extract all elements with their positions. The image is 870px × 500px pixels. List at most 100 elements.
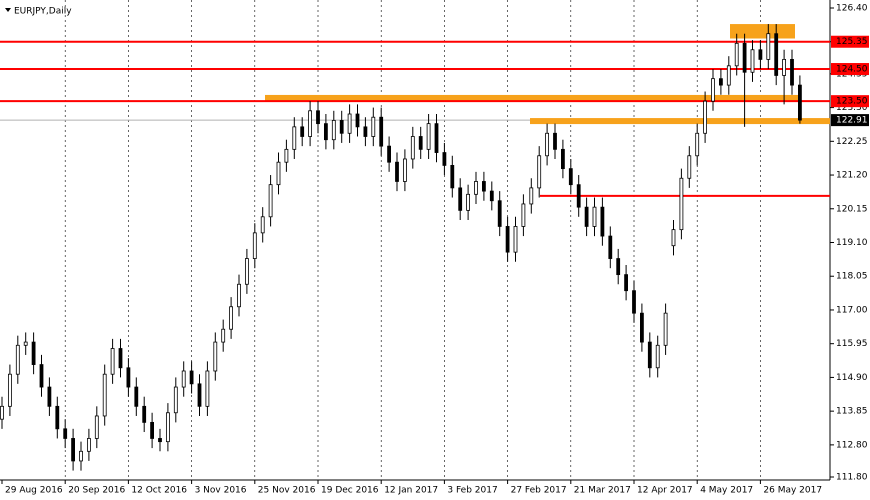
candle-body <box>798 84 802 121</box>
y-tick-label: 113.85 <box>836 407 868 417</box>
candle-body <box>221 328 226 343</box>
candle-body <box>126 367 131 388</box>
level-label: 123.50 <box>836 97 868 107</box>
candle-body <box>395 161 399 182</box>
candle-body <box>647 341 652 369</box>
candle-body <box>640 312 644 343</box>
x-tick-label: 3 Nov 2016 <box>195 486 247 496</box>
candle-body <box>39 364 44 388</box>
x-tick-label: 12 Jan 2017 <box>384 486 438 496</box>
candle-body <box>181 370 186 388</box>
candle-body <box>63 428 68 439</box>
candle-body <box>719 78 723 86</box>
candle-body <box>31 341 36 365</box>
candle-body <box>15 344 20 375</box>
y-tick-label: 122.25 <box>836 137 868 147</box>
candle-body <box>363 126 368 137</box>
candle-body <box>790 58 794 86</box>
candle-body <box>742 42 747 73</box>
candle-body <box>497 200 502 227</box>
candle-body <box>87 438 91 452</box>
candle-body <box>355 113 360 128</box>
candle-body <box>197 383 202 407</box>
candle-body <box>679 177 684 231</box>
candle-body <box>292 126 297 150</box>
candle-body <box>608 235 613 259</box>
candle-body <box>158 438 162 443</box>
level-label: 125.35 <box>836 37 868 47</box>
x-tick-label: 21 Mar 2017 <box>574 486 631 496</box>
candle-body <box>466 193 471 211</box>
candle-body <box>308 110 313 137</box>
candle-body <box>213 341 218 372</box>
x-tick-label: 26 May 2017 <box>763 486 822 496</box>
candle-body <box>410 136 415 160</box>
candle-body <box>142 405 147 423</box>
candle-body <box>782 58 786 76</box>
candle-body <box>442 152 447 166</box>
candle-body <box>71 438 75 462</box>
candle-body <box>489 190 494 202</box>
orange-zone <box>530 118 830 125</box>
y-tick-label: 120.15 <box>836 204 868 214</box>
candle-body <box>474 181 478 195</box>
candle-body <box>0 405 4 420</box>
candle-body <box>616 258 621 276</box>
level-label: 124.50 <box>836 65 868 75</box>
y-tick-label: 119.10 <box>836 238 868 248</box>
candle-body <box>244 258 249 285</box>
y-tick-label: 114.90 <box>836 373 868 383</box>
candle-body <box>150 421 155 439</box>
y-tick-label: 117.00 <box>836 305 868 315</box>
candle-body <box>505 226 510 253</box>
candle-body <box>663 312 668 346</box>
candle-body <box>268 184 273 218</box>
candle-body <box>165 412 170 443</box>
candle-body <box>229 306 234 330</box>
price-label-box <box>831 114 869 127</box>
candle-body <box>371 116 376 137</box>
chart-title: EURJPY,Daily <box>14 7 72 17</box>
x-tick-label: 4 May 2017 <box>700 486 753 496</box>
x-tick-label: 12 Apr 2017 <box>637 486 693 496</box>
x-tick-label: 29 Aug 2016 <box>5 486 63 496</box>
candle-body <box>568 168 573 186</box>
candle-body <box>347 113 352 134</box>
candle-body <box>205 370 210 407</box>
y-tick-label: 111.80 <box>836 473 868 483</box>
candle-body <box>458 187 463 211</box>
y-tick-label: 121.20 <box>836 171 868 181</box>
candle-body <box>703 100 707 134</box>
level-label-box <box>831 95 869 108</box>
candle-body <box>750 49 755 73</box>
candle-body <box>537 155 542 189</box>
candle-body <box>687 155 692 179</box>
candle-body <box>576 184 581 208</box>
candle-body <box>584 206 589 227</box>
candle-body <box>387 145 392 163</box>
candle-body <box>173 386 178 414</box>
candle-body <box>189 370 194 385</box>
candle-body <box>276 161 281 186</box>
candle-body <box>545 132 549 157</box>
x-tick-label: 27 Feb 2017 <box>511 486 567 496</box>
candle-body <box>331 120 336 141</box>
x-tick-label: 19 Dec 2016 <box>321 486 379 496</box>
candle-body <box>300 126 305 137</box>
x-tick-label: 3 Feb 2017 <box>447 486 497 496</box>
candle-body <box>47 386 52 407</box>
candle-body <box>418 136 423 150</box>
candle-body <box>600 206 605 237</box>
orange-zone-top <box>730 24 795 39</box>
candle-body <box>671 229 676 247</box>
level-label-box <box>831 35 869 48</box>
candle-body <box>711 78 715 102</box>
candle-body <box>94 415 99 439</box>
candle-body <box>592 206 597 227</box>
candle-body <box>237 283 241 308</box>
orange-zone <box>265 94 800 101</box>
candle-body <box>134 386 139 407</box>
candle-body <box>521 203 526 227</box>
